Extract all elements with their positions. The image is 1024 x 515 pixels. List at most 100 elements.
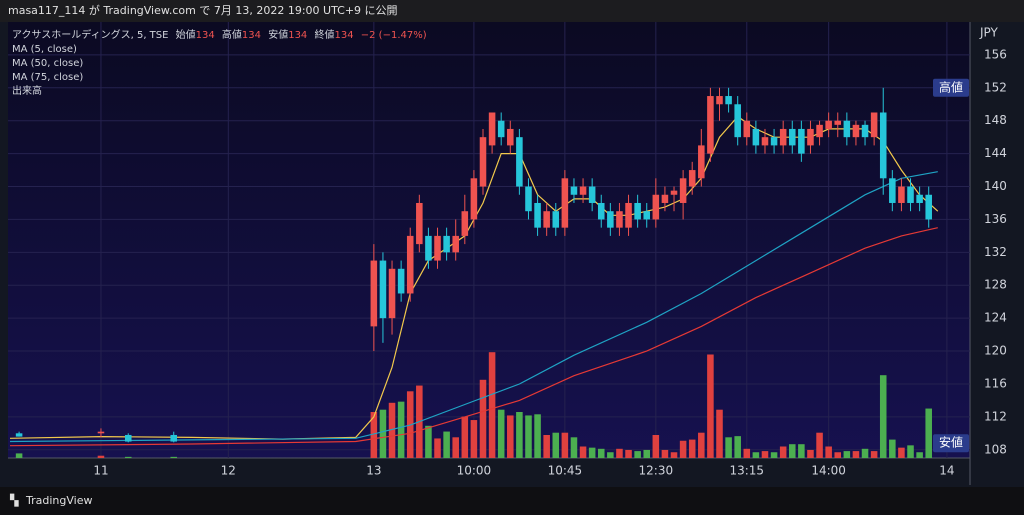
volume-bar (470, 420, 478, 458)
ma-line (9, 171, 938, 443)
legend-entry: MA (75, close) (12, 72, 83, 83)
volume-bar (688, 439, 696, 458)
volume-bar (452, 437, 459, 458)
candle-body (443, 235, 450, 253)
candle-body (907, 186, 914, 203)
candle-body (552, 211, 560, 228)
currency: JPY (979, 26, 999, 40)
candle-body (625, 202, 632, 228)
candle-body (607, 211, 614, 228)
volume-bar (479, 379, 487, 458)
volume-bar (425, 425, 432, 458)
legend: アクサスホールディングス, 5, TSE 始値134 高値134 安値134 終… (12, 28, 427, 97)
y-tick-label: 152 (984, 80, 1007, 94)
volume-bar (434, 438, 441, 458)
y-tick-label: 116 (984, 376, 1007, 390)
candle-body (698, 145, 705, 179)
x-tick-label: 14 (939, 464, 954, 478)
price-axis (970, 22, 1024, 485)
candle-body (743, 120, 751, 138)
candle-body (734, 104, 741, 138)
volume-bar (370, 412, 378, 458)
header-text: masa117_114 が TradingView.com で 7月 13, 2… (8, 3, 398, 17)
candle-body (15, 433, 23, 437)
volume-bar (925, 408, 932, 458)
y-tick-label: 128 (984, 278, 1007, 292)
candle-body (461, 211, 469, 236)
legend-entry: MA (5, close) (12, 44, 77, 55)
candle-body (416, 202, 423, 245)
candle-body (597, 202, 605, 220)
volume-bar (516, 412, 523, 458)
symbol: アクサスホールディングス, 5, TSE (12, 28, 168, 41)
volume-bar (552, 432, 560, 458)
candle-body (670, 190, 678, 195)
candle-body (488, 112, 496, 146)
volume-bar (588, 447, 596, 458)
y-tick-label: 132 (984, 245, 1007, 259)
candle-body (452, 235, 459, 253)
volume-bar (497, 409, 505, 458)
y-tick-label: 144 (984, 146, 1007, 160)
price-badge (933, 434, 969, 453)
y-tick-label: 148 (984, 113, 1007, 127)
footer-bar (0, 487, 1024, 515)
volume-bar (388, 402, 396, 458)
x-tick-label: 12 (221, 464, 236, 478)
volume-bar (743, 448, 751, 458)
volume-bar (616, 448, 623, 458)
volume-bar (570, 437, 578, 458)
volume-bar (97, 455, 105, 458)
legend-entry: 出来高 (12, 84, 42, 97)
volume-bar (652, 435, 660, 458)
candle-body (834, 120, 842, 125)
candle-body (434, 235, 441, 261)
legend-entry: MA (50, close) (12, 58, 83, 69)
volume-bar (716, 409, 723, 458)
candle-body (470, 178, 478, 220)
ohlc-label: 安値 (268, 28, 288, 41)
y-tick-label: 136 (984, 212, 1007, 226)
brand-logo: ▚ (9, 493, 19, 507)
volume-bar (579, 446, 587, 458)
candle-body (788, 128, 796, 146)
candle-body (861, 124, 869, 138)
volume-bar (916, 452, 923, 458)
ohlc-label: 高値 (222, 28, 242, 41)
candle-body (525, 186, 532, 212)
candle-body (779, 128, 787, 146)
volume-bar (679, 440, 687, 458)
candle-body (425, 235, 432, 261)
volume-bar (607, 452, 614, 458)
candle-body (570, 186, 578, 195)
candle-body (97, 431, 105, 434)
volume-bar (643, 449, 651, 458)
volume-bar (861, 448, 869, 458)
y-tick-label: 156 (984, 47, 1007, 61)
x-tick-label: 10:45 (548, 464, 583, 478)
candle-body (889, 178, 896, 203)
candle-body (716, 96, 723, 105)
candle-body (124, 434, 132, 442)
y-tick-label: 124 (984, 311, 1007, 325)
volume-bar (461, 416, 469, 458)
candle-body (588, 186, 596, 203)
change: −2 (−1.47%) (361, 30, 427, 41)
candle-body (770, 137, 778, 146)
candle-body (406, 235, 414, 294)
candle-body (898, 186, 905, 203)
volume-bar (661, 449, 669, 458)
x-tick-label: 10:00 (457, 464, 492, 478)
candle-body (843, 120, 851, 138)
volume-bar (816, 432, 823, 458)
candle-body (561, 178, 569, 228)
volume-bar (534, 414, 541, 458)
ma-line (9, 227, 938, 447)
volume-bar (843, 451, 851, 458)
volume-bar (707, 354, 714, 458)
price-badge (933, 78, 969, 97)
volume-bar (397, 401, 405, 458)
candle-body (507, 128, 514, 146)
candle-body (616, 211, 623, 228)
